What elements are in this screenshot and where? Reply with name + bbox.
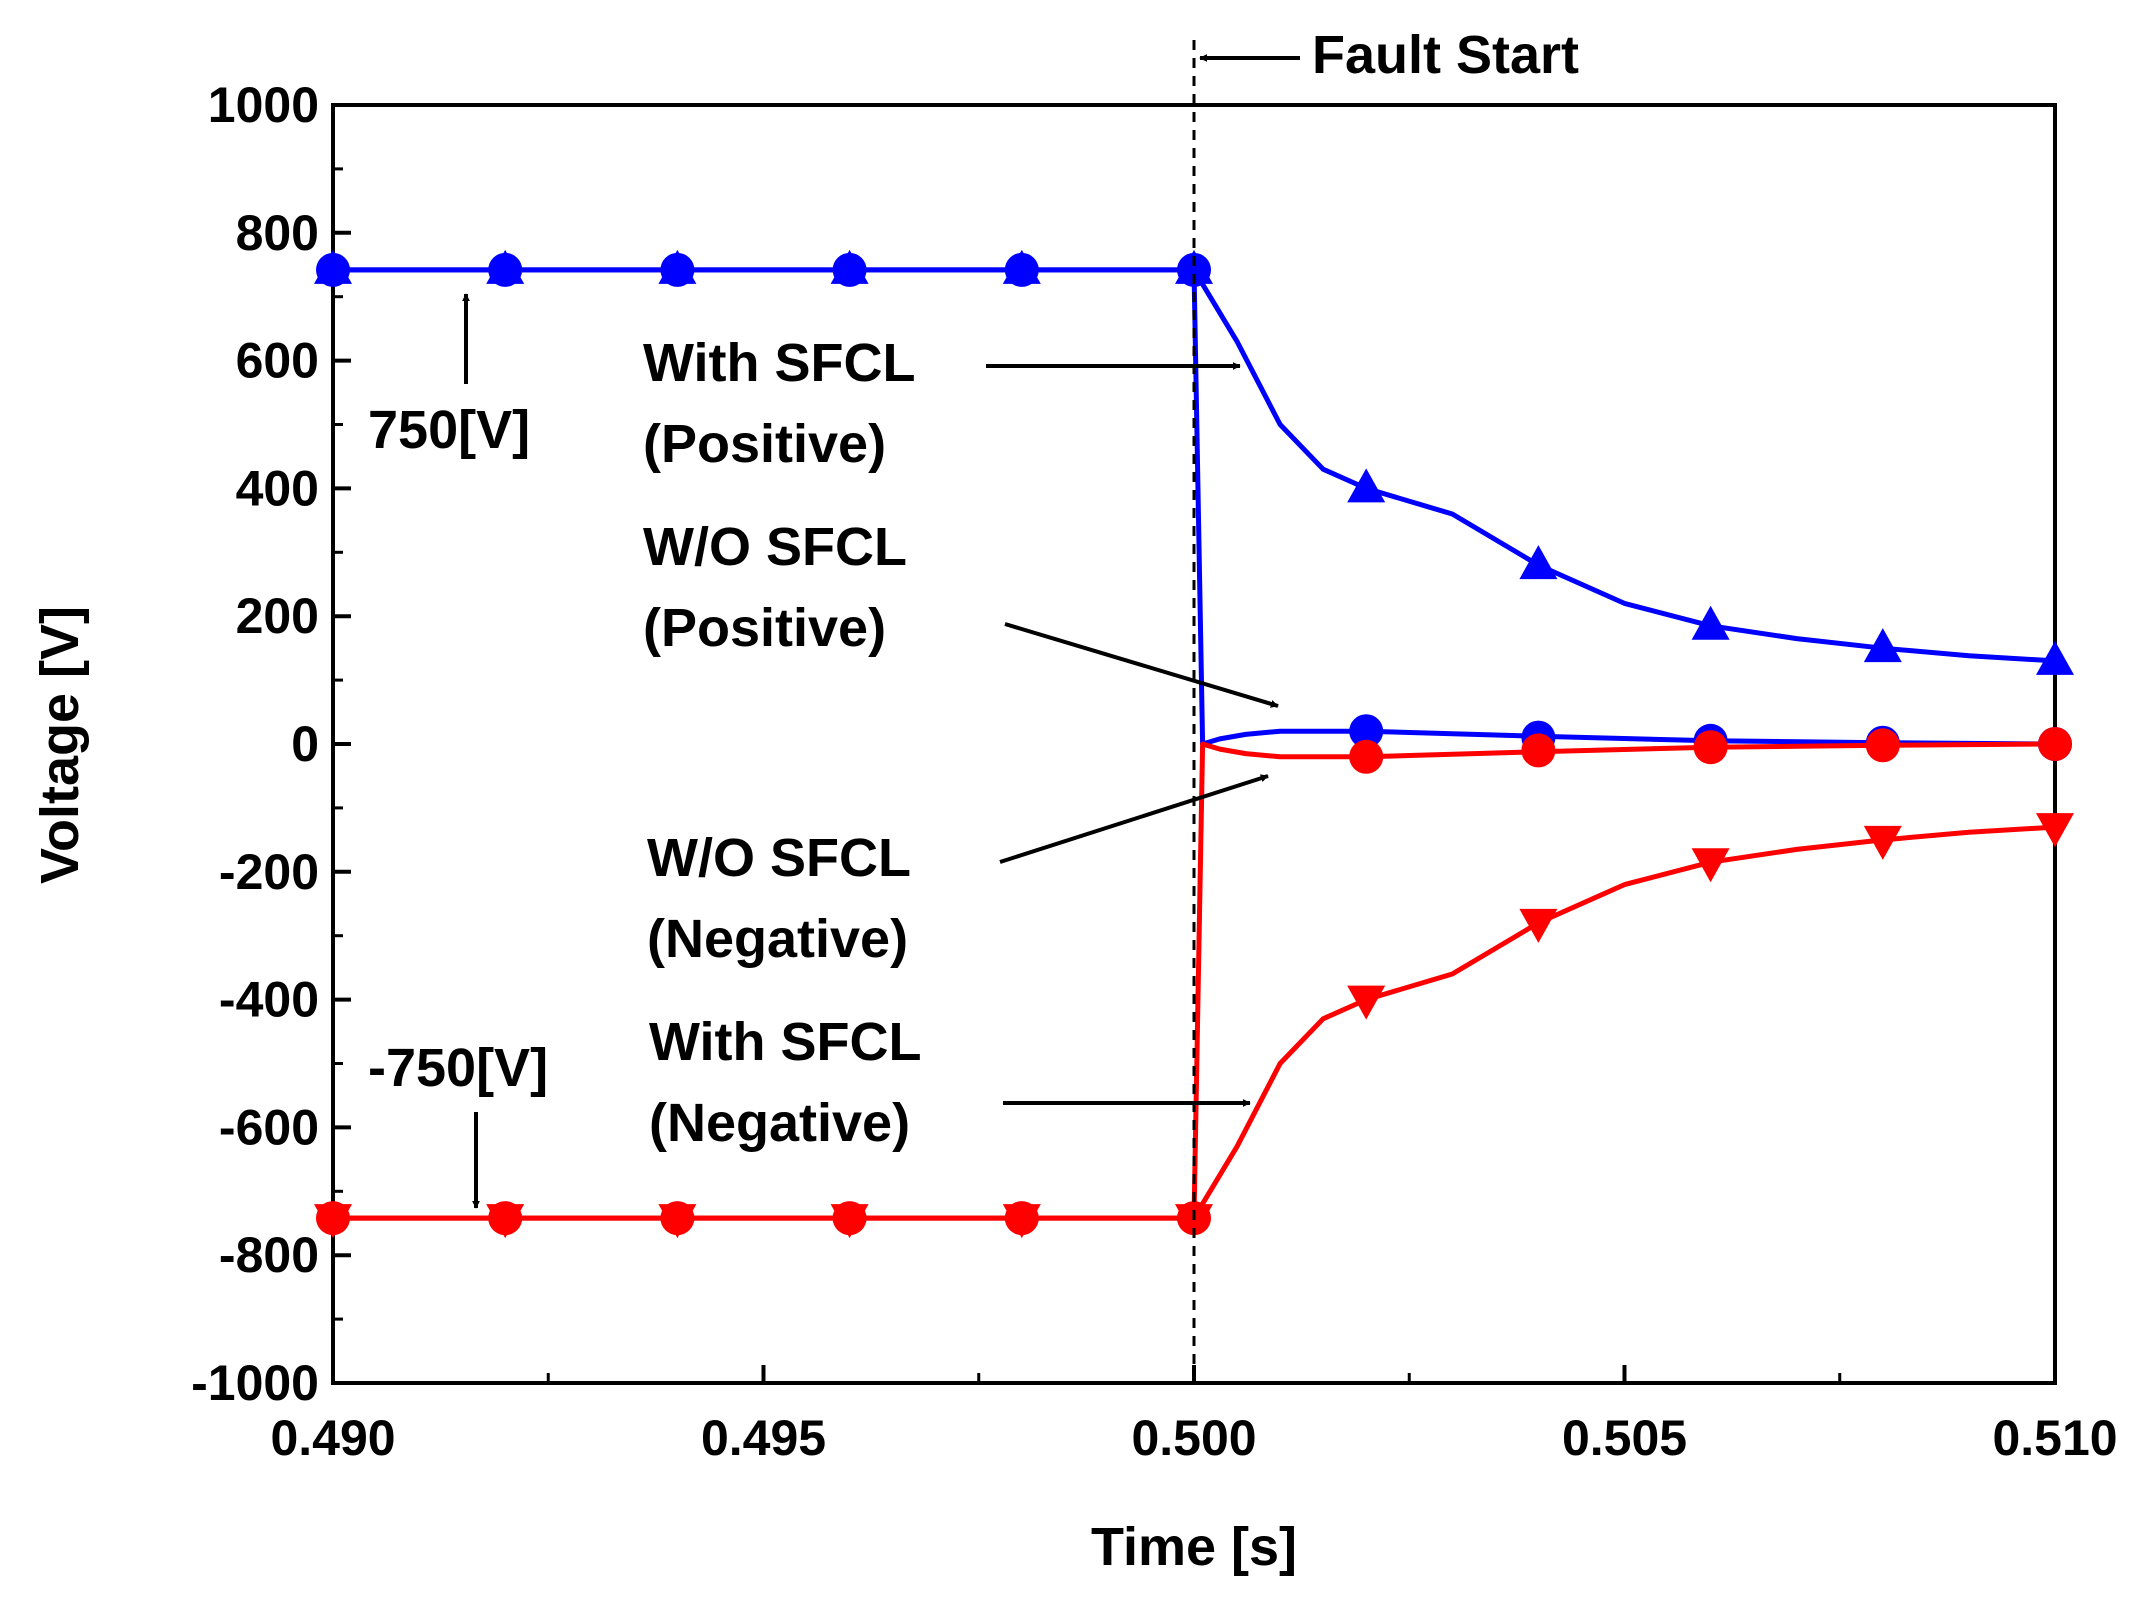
data-point (1349, 739, 1384, 774)
wo-sfcl-negative-label-2: (Negative) (647, 909, 908, 969)
y-tick-label: -1000 (191, 1355, 319, 1411)
data-point (316, 252, 350, 287)
y-tick-label: 0 (291, 716, 319, 772)
data-point (2036, 813, 2074, 848)
wo-sfcl-positive-label-2: (Positive) (643, 598, 886, 658)
annotations: Fault Start 750[V] -750[V] With SFCL (Po… (368, 25, 1579, 1209)
x-tick-label: 0.490 (270, 1410, 395, 1466)
y-axis-title: Voltage [V] (30, 606, 90, 884)
data-point (1347, 985, 1386, 1020)
data-point (1691, 605, 1730, 640)
data-point (832, 252, 867, 287)
x-tick-label: 0.495 (701, 1410, 826, 1466)
data-point (2036, 640, 2074, 675)
fault-start-label: Fault Start (1312, 25, 1579, 85)
y-tick-label: 200 (236, 588, 319, 644)
y-tick-label: 1000 (208, 77, 319, 133)
data-point (314, 1204, 352, 1239)
wo-sfcl-positive-arrow (1004, 622, 1279, 708)
y-tick-label: 800 (236, 205, 319, 261)
x-tick-label: 0.500 (1131, 1410, 1256, 1466)
data-point (486, 1204, 525, 1239)
y-tick-label: -200 (219, 844, 319, 900)
data-point (1863, 628, 1902, 663)
with-sfcl-negative-label-1: With SFCL (649, 1012, 921, 1072)
data-point (1175, 1204, 1213, 1239)
y-tick-label: -600 (219, 1099, 319, 1155)
data-point (1519, 908, 1558, 943)
data-point (1349, 714, 1384, 749)
series-line-3 (333, 824, 2056, 1221)
with-sfcl-positive-label-2: (Positive) (643, 414, 886, 474)
series-line-1 (333, 267, 2056, 747)
data-point (1693, 730, 1728, 765)
with-sfcl-negative-label-2: (Negative) (649, 1093, 910, 1153)
data-point (1177, 252, 1211, 287)
data-point (1865, 728, 1900, 763)
x-tick-label: 0.510 (1992, 1410, 2117, 1466)
data-point (1863, 825, 1902, 860)
data-point (830, 1204, 869, 1239)
data-point (1002, 1204, 1041, 1239)
y-tick-label: 400 (236, 460, 319, 516)
data-point (1004, 252, 1039, 287)
data-point (1347, 468, 1386, 503)
y-tick-label: 600 (236, 333, 319, 389)
neg-level-label: -750[V] (368, 1038, 548, 1098)
data-point (1521, 733, 1556, 768)
data-point (658, 1204, 697, 1239)
data-point (660, 252, 695, 287)
data-point (488, 252, 523, 287)
y-tick-label: -400 (219, 972, 319, 1028)
series-layer (314, 249, 2074, 1239)
wo-sfcl-negative-label-1: W/O SFCL (647, 828, 911, 888)
axis-ticks: 0.490 0.495 0.500 0.505 0.510 -1000 -800 -600 -4… (191, 77, 2117, 1466)
data-point (1691, 848, 1730, 883)
y-tick-label: -800 (219, 1227, 319, 1283)
data-point (2038, 727, 2072, 761)
wo-sfcl-negative-arrow (999, 774, 1269, 864)
wo-sfcl-positive-label-1: W/O SFCL (643, 517, 907, 577)
data-point (1519, 545, 1558, 580)
pos-level-label: 750[V] (368, 400, 530, 460)
x-tick-label: 0.505 (1562, 1410, 1687, 1466)
x-axis-title: Time [s] (1091, 1517, 1297, 1577)
with-sfcl-positive-label-1: With SFCL (643, 333, 915, 393)
